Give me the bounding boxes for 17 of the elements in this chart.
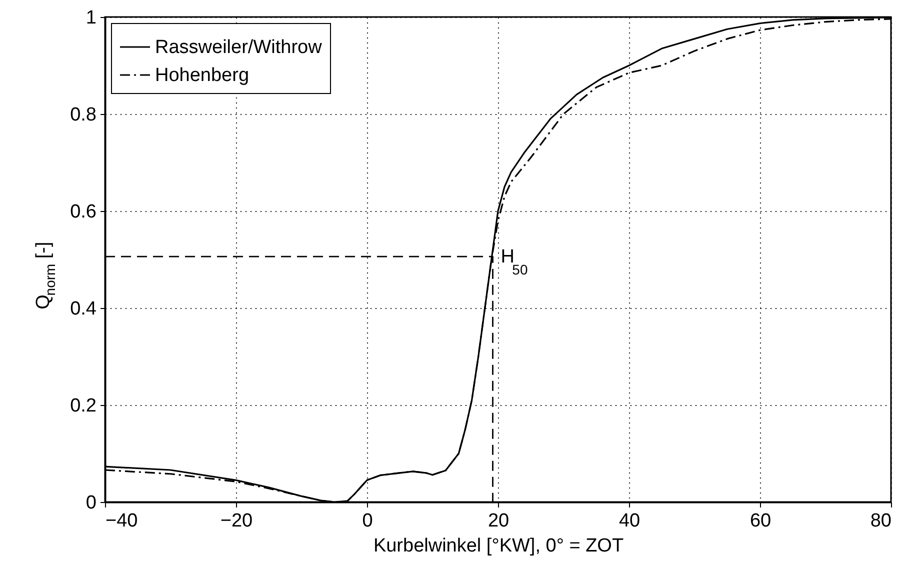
x-tick-label: −40 bbox=[106, 510, 138, 532]
x-tick-label: 20 bbox=[488, 510, 510, 532]
y-tick-label: 0.8 bbox=[70, 104, 96, 126]
x-tick-label: 0 bbox=[362, 510, 373, 532]
x-axis-title: Kurbelwinkel [°KW], 0° = ZOT bbox=[373, 536, 624, 556]
legend-label: Hohenberg bbox=[155, 65, 250, 86]
y-tick-label: 0.4 bbox=[70, 298, 97, 320]
x-tick-label: 60 bbox=[750, 510, 772, 532]
x-tick-label: 40 bbox=[618, 510, 640, 532]
y-tick-label: 1 bbox=[86, 8, 96, 28]
y-tick-label: 0.6 bbox=[70, 202, 96, 222]
y-axis-title: Qnorm [-] bbox=[33, 242, 58, 310]
x-tick-label: −20 bbox=[220, 510, 253, 532]
legend-label: Rassweiler/Withrow bbox=[155, 37, 322, 58]
x-tick-label: 80 bbox=[870, 510, 892, 532]
y-tick-label: 0 bbox=[86, 492, 96, 514]
y-tick-label: 0.2 bbox=[70, 396, 96, 416]
